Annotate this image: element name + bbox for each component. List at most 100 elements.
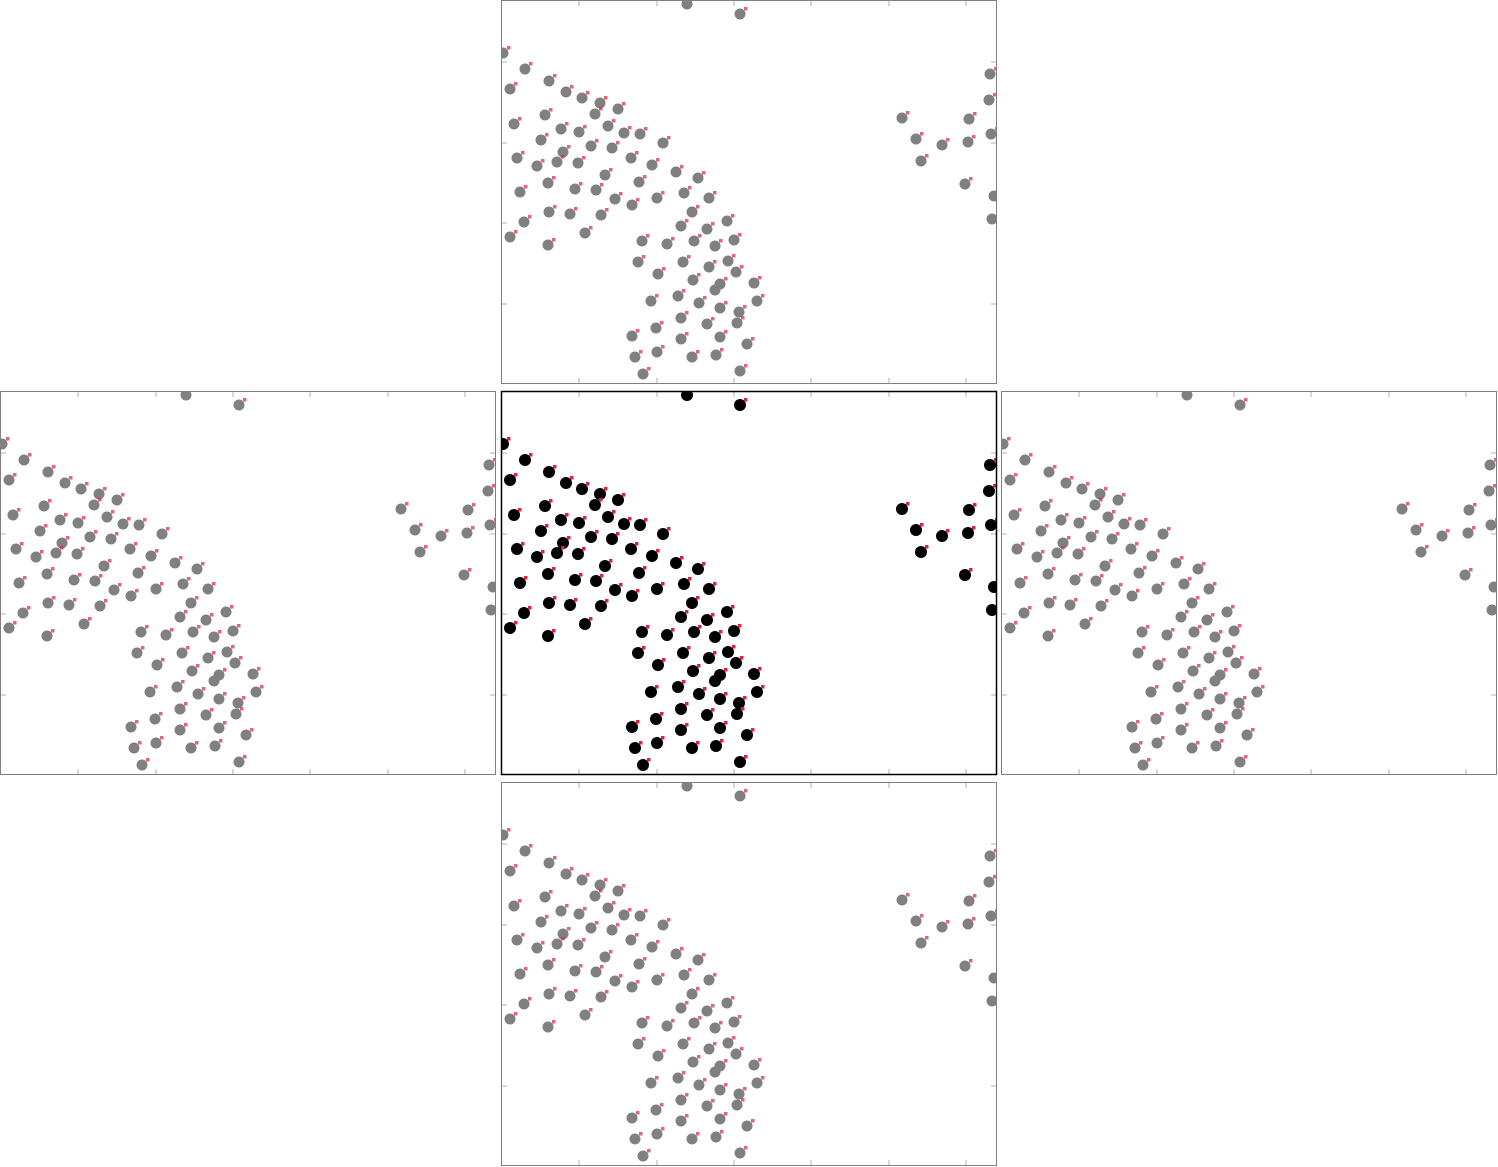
orientation-marker xyxy=(146,758,150,762)
image-particle xyxy=(1064,599,1076,611)
orientation-marker xyxy=(998,580,1002,584)
image-particle xyxy=(693,297,705,309)
orientation-marker xyxy=(972,917,976,921)
orientation-marker xyxy=(212,651,216,655)
orientation-marker xyxy=(671,628,675,632)
orientation-marker xyxy=(181,680,185,684)
orientation-marker xyxy=(1244,755,1248,759)
image-particle xyxy=(1203,652,1215,664)
orientation-marker xyxy=(1231,605,1235,609)
orientation-marker xyxy=(655,294,659,298)
orientation-marker xyxy=(973,894,977,898)
particle xyxy=(734,399,746,411)
image-particle xyxy=(709,240,721,252)
orientation-marker xyxy=(1211,613,1215,617)
orientation-marker xyxy=(1224,721,1228,725)
orientation-marker xyxy=(1167,527,1171,531)
image-particle xyxy=(1129,742,1141,754)
orientation-marker xyxy=(761,294,765,298)
orientation-marker xyxy=(66,536,70,540)
image-cell-frame xyxy=(0,391,496,775)
orientation-marker xyxy=(711,317,715,321)
image-particle xyxy=(1151,737,1163,749)
image-particle xyxy=(149,713,161,725)
orientation-marker xyxy=(1014,621,1018,625)
orientation-marker xyxy=(69,476,73,480)
orientation-marker xyxy=(711,1099,715,1103)
orientation-marker xyxy=(1446,529,1450,533)
orientation-marker xyxy=(6,437,10,441)
orientation-marker xyxy=(1202,562,1206,566)
image-particle xyxy=(1011,543,1023,555)
orientation-marker xyxy=(565,904,569,908)
image-particle xyxy=(701,1005,713,1017)
particle xyxy=(602,511,614,523)
orientation-marker xyxy=(561,546,565,550)
orientation-marker xyxy=(682,680,686,684)
image-particle xyxy=(1085,531,1097,543)
image-particle xyxy=(185,742,197,754)
image-particle xyxy=(209,740,221,752)
image-particle xyxy=(959,960,971,972)
particle xyxy=(585,531,597,543)
orientation-marker xyxy=(553,205,557,209)
orientation-marker xyxy=(697,664,701,668)
orientation-marker xyxy=(497,580,501,584)
orientation-marker xyxy=(1244,398,1248,402)
orientation-marker xyxy=(685,1093,689,1097)
particle xyxy=(709,631,721,643)
orientation-marker xyxy=(636,329,640,333)
orientation-marker xyxy=(639,1132,643,1136)
orientation-marker xyxy=(583,907,587,911)
orientation-marker xyxy=(528,215,532,219)
orientation-marker xyxy=(1083,516,1087,520)
orientation-marker xyxy=(549,499,553,503)
image-particle xyxy=(17,607,29,619)
orientation-marker xyxy=(667,136,671,140)
image-particle xyxy=(609,193,621,205)
image-particle xyxy=(564,990,576,1002)
orientation-marker xyxy=(616,141,620,145)
particle xyxy=(675,611,687,623)
orientation-marker xyxy=(528,606,532,610)
orientation-marker xyxy=(685,723,689,727)
orientation-marker xyxy=(570,867,574,871)
orientation-marker xyxy=(680,165,684,169)
orientation-marker xyxy=(1161,736,1165,740)
image-particle xyxy=(670,166,682,178)
image-particle xyxy=(174,611,186,623)
image-particle xyxy=(54,514,66,526)
image-particle xyxy=(651,1128,663,1140)
orientation-marker xyxy=(104,599,108,603)
image-particle xyxy=(1210,740,1222,752)
image-particle xyxy=(625,152,637,164)
particle-group xyxy=(501,0,997,383)
particle xyxy=(634,519,646,531)
image-particle xyxy=(458,569,470,581)
image-particle xyxy=(1230,657,1242,669)
orientation-marker xyxy=(1213,582,1217,586)
orientation-marker xyxy=(720,1130,724,1134)
image-particle xyxy=(701,1100,713,1112)
orientation-marker xyxy=(1018,508,1022,512)
particle xyxy=(734,756,746,768)
image-particle xyxy=(1001,438,1009,450)
image-particle xyxy=(579,1009,591,1021)
orientation-marker xyxy=(660,712,664,716)
orientation-marker xyxy=(744,1146,748,1150)
orientation-marker xyxy=(635,933,639,937)
orientation-marker xyxy=(724,330,728,334)
image-particle xyxy=(135,626,147,638)
orientation-marker xyxy=(524,576,528,580)
orientation-marker xyxy=(242,696,246,700)
orientation-marker xyxy=(111,510,115,514)
orientation-marker xyxy=(1067,536,1071,540)
orientation-marker xyxy=(741,707,745,711)
image-particle xyxy=(1201,614,1213,626)
particle xyxy=(589,499,601,511)
orientation-marker xyxy=(405,502,409,506)
particle xyxy=(896,503,908,515)
orientation-marker xyxy=(1232,645,1236,649)
image-particle xyxy=(609,975,621,987)
image-particle xyxy=(133,519,145,531)
